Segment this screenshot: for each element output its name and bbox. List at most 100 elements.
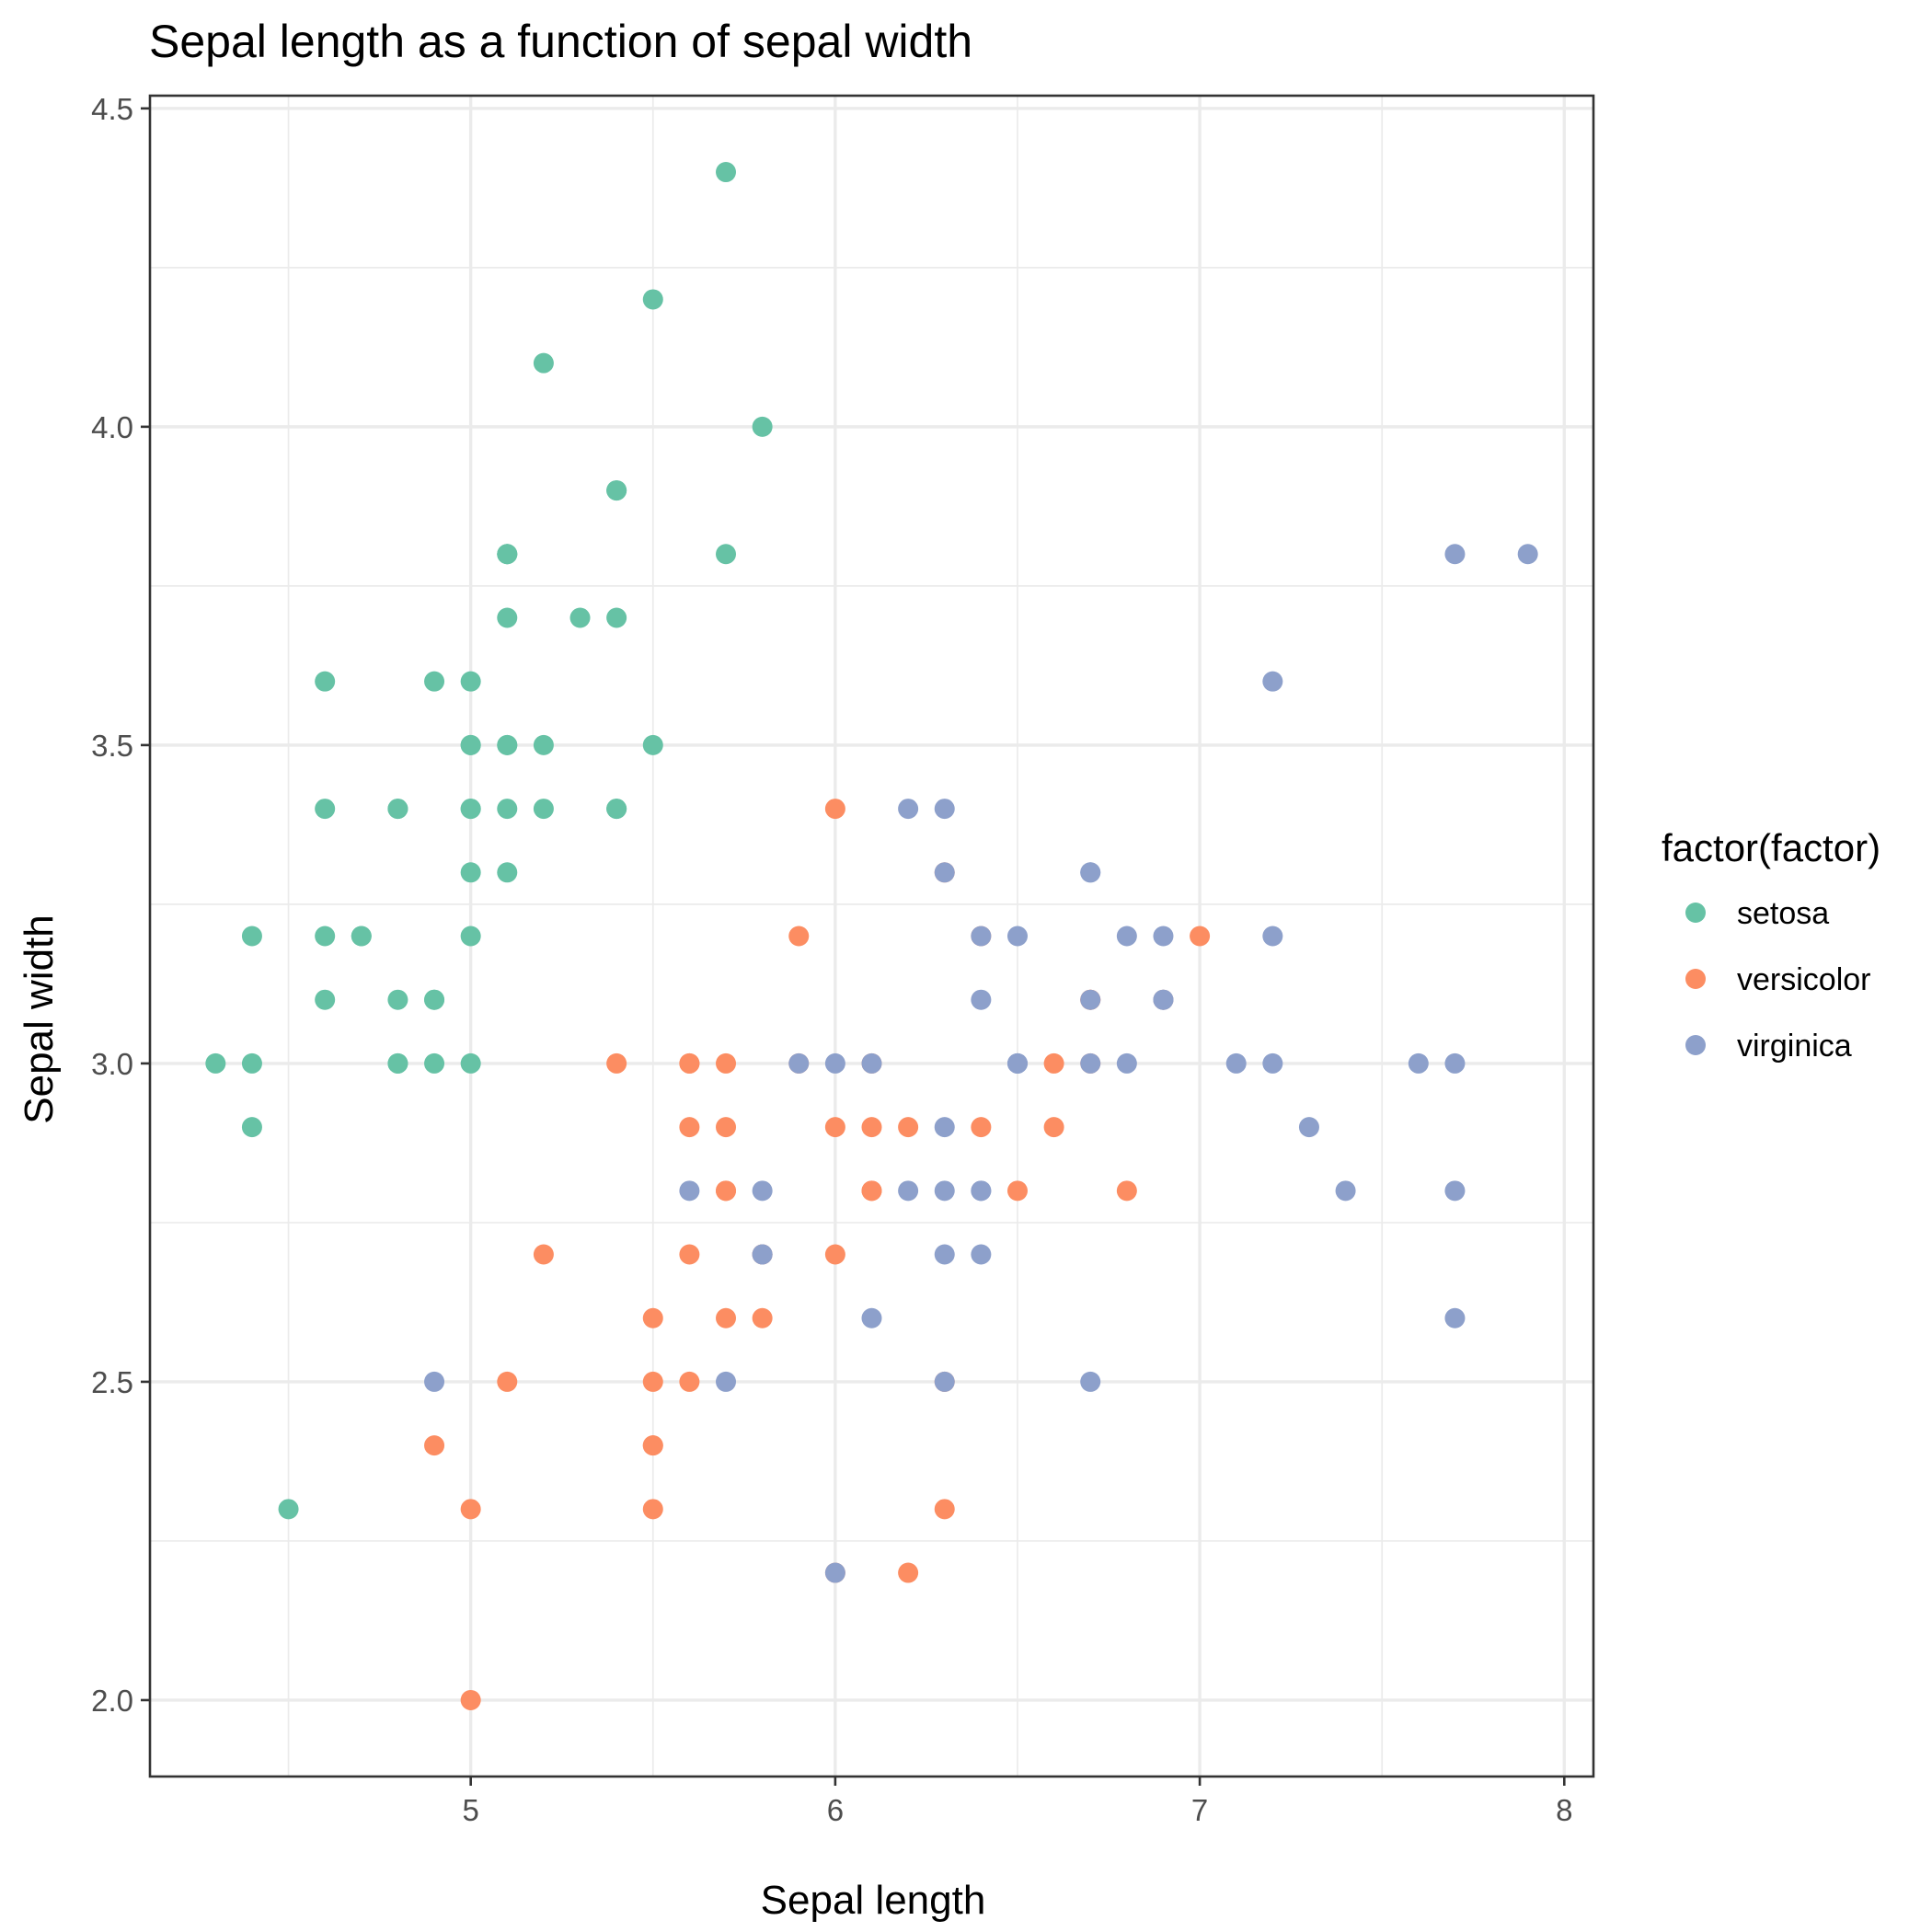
point-virginica: [1153, 926, 1174, 947]
point-versicolor: [679, 1244, 700, 1265]
point-virginica: [934, 1371, 955, 1392]
point-versicolor: [679, 1117, 700, 1138]
point-virginica: [1262, 1052, 1283, 1074]
x-tick-label: 6: [827, 1793, 844, 1827]
point-virginica: [861, 1052, 882, 1074]
legend-title: factor(factor): [1662, 826, 1880, 869]
point-versicolor: [1116, 1180, 1137, 1202]
point-virginica: [752, 1244, 773, 1265]
legend-key-setosa: [1685, 903, 1706, 923]
point-virginica: [1006, 1052, 1028, 1074]
x-tick-label: 5: [462, 1793, 478, 1827]
point-versicolor: [424, 1435, 445, 1456]
legend-label: setosa: [1737, 896, 1829, 931]
point-virginica: [934, 799, 955, 820]
point-virginica: [679, 1180, 700, 1202]
point-setosa: [606, 607, 627, 628]
point-setosa: [315, 671, 336, 692]
point-setosa: [460, 926, 481, 947]
point-versicolor: [642, 1307, 663, 1328]
point-versicolor: [716, 1307, 737, 1328]
point-versicolor: [861, 1117, 882, 1138]
plot-panel-border: [148, 94, 1595, 1778]
point-versicolor: [898, 1562, 919, 1583]
legend-item-setosa: setosa: [1685, 896, 1829, 931]
point-versicolor: [752, 1307, 773, 1328]
point-setosa: [606, 799, 627, 820]
point-setosa: [533, 734, 554, 755]
y-axis-title: Sepal width: [17, 914, 62, 1123]
point-setosa: [460, 862, 481, 883]
gridlines: [150, 96, 1593, 1777]
point-virginica: [1116, 926, 1137, 947]
point-virginica: [824, 1562, 845, 1583]
point-setosa: [387, 799, 408, 820]
point-virginica: [1225, 1052, 1247, 1074]
point-setosa: [533, 352, 554, 374]
point-setosa: [315, 989, 336, 1010]
legend-label: versicolor: [1737, 962, 1870, 997]
point-virginica: [1298, 1117, 1319, 1138]
point-virginica: [716, 1371, 737, 1392]
point-setosa: [387, 989, 408, 1010]
legend-item-versicolor: versicolor: [1685, 962, 1870, 997]
y-tick-label: 3.5: [91, 729, 133, 763]
point-virginica: [752, 1180, 773, 1202]
legend-key-virginica: [1685, 1035, 1706, 1055]
point-versicolor: [824, 1244, 845, 1265]
point-virginica: [971, 1244, 992, 1265]
point-setosa: [606, 480, 627, 501]
point-virginica: [1006, 926, 1028, 947]
point-versicolor: [1043, 1052, 1064, 1074]
point-versicolor: [642, 1435, 663, 1456]
x-tick-label: 7: [1191, 1793, 1208, 1827]
point-setosa: [533, 799, 554, 820]
point-versicolor: [642, 1371, 663, 1392]
point-virginica: [971, 926, 992, 947]
point-virginica: [1444, 1180, 1466, 1202]
point-setosa: [241, 926, 262, 947]
point-virginica: [1116, 1052, 1137, 1074]
point-virginica: [1080, 1052, 1101, 1074]
point-versicolor: [971, 1117, 992, 1138]
point-virginica: [824, 1052, 845, 1074]
point-setosa: [351, 926, 372, 947]
point-setosa: [387, 1052, 408, 1074]
point-virginica: [1080, 1371, 1101, 1392]
point-versicolor: [679, 1052, 700, 1074]
point-virginica: [898, 799, 919, 820]
data-points: [205, 162, 1538, 1710]
legend: factor(factor) setosa versicolor virginica: [1662, 826, 1880, 1064]
chart-title: Sepal length as a function of sepal widt…: [149, 16, 972, 67]
point-versicolor: [460, 1689, 481, 1710]
point-setosa: [315, 926, 336, 947]
y-tick-label: 4.0: [91, 410, 133, 444]
legend-key-versicolor: [1685, 969, 1706, 989]
point-setosa: [460, 799, 481, 820]
point-setosa: [460, 734, 481, 755]
y-tick-label: 2.0: [91, 1684, 133, 1718]
point-virginica: [1517, 544, 1538, 565]
point-virginica: [971, 1180, 992, 1202]
point-setosa: [315, 799, 336, 820]
point-setosa: [424, 989, 445, 1010]
y-tick-label: 3.0: [91, 1047, 133, 1081]
point-versicolor: [716, 1180, 737, 1202]
point-virginica: [1262, 926, 1283, 947]
point-versicolor: [824, 799, 845, 820]
point-virginica: [1335, 1180, 1356, 1202]
point-virginica: [934, 862, 955, 883]
point-virginica: [1408, 1052, 1429, 1074]
series-versicolor: [424, 799, 1211, 1710]
point-virginica: [1444, 1307, 1466, 1328]
point-setosa: [642, 289, 663, 310]
point-versicolor: [1006, 1180, 1028, 1202]
point-setosa: [716, 544, 737, 565]
point-versicolor: [642, 1499, 663, 1520]
point-virginica: [861, 1307, 882, 1328]
point-virginica: [971, 989, 992, 1010]
legend-label: virginica: [1737, 1029, 1852, 1064]
point-versicolor: [716, 1052, 737, 1074]
point-virginica: [898, 1180, 919, 1202]
